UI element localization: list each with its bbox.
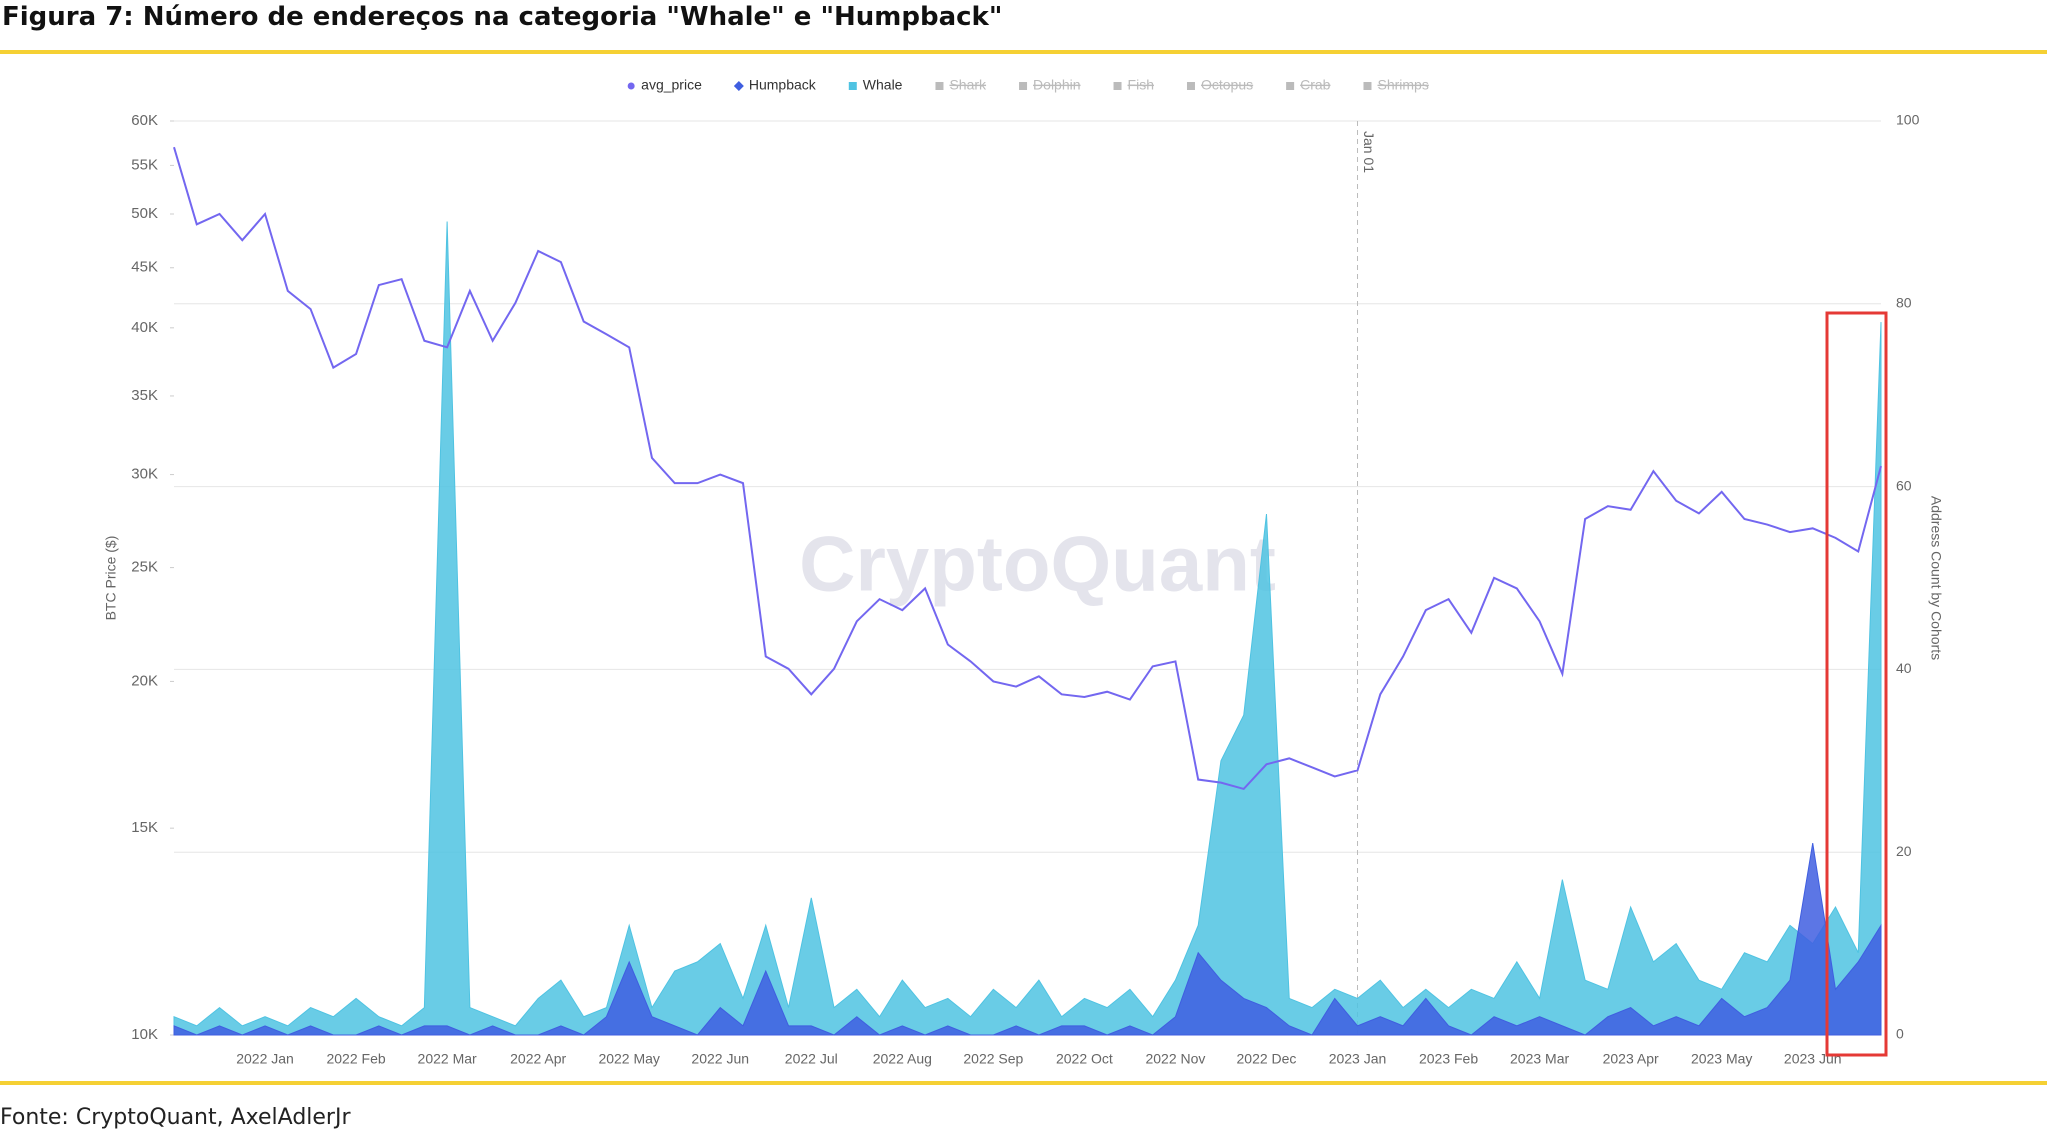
divider — [0, 1081, 2047, 1085]
y-tick-label: 60K — [131, 112, 158, 129]
legend-item[interactable]: avg_price — [627, 77, 702, 93]
figure-title: Figura 7: Número de endereços na categor… — [2, 2, 1003, 32]
legend-label: Fish — [1128, 77, 1154, 93]
legend-item[interactable]: Shrimps — [1363, 77, 1429, 93]
legend-marker — [1019, 82, 1028, 90]
x-tick-label: 2022 Apr — [510, 1051, 566, 1067]
y2-tick-label: 60 — [1896, 477, 1912, 493]
y-tick-label: 45K — [131, 259, 158, 276]
annotation-label: Jan 01 — [1361, 131, 1377, 173]
x-tick-label: 2022 Sep — [963, 1051, 1023, 1067]
legend-label: Crab — [1300, 77, 1331, 93]
y2-tick-label: 0 — [1896, 1026, 1904, 1042]
legend-label: avg_price — [641, 77, 702, 93]
legend: avg_price Humpback Whale Shark Dolphin Fish Oc… — [627, 77, 1429, 93]
x-tick-label: 2022 Aug — [873, 1051, 932, 1067]
x-tick-label: 2022 May — [598, 1051, 659, 1067]
y-tick-label: 20K — [131, 672, 158, 689]
legend-label: Shrimps — [1377, 77, 1428, 93]
highlight-box — [1825, 311, 1888, 1057]
y-tick-label: 30K — [131, 466, 158, 483]
x-tick-label: 2022 Oct — [1056, 1051, 1113, 1067]
y-tick-label: 15K — [131, 819, 158, 836]
y2-tick-label: 40 — [1896, 660, 1912, 676]
y2-axis-title: Address Count by Cohorts — [1928, 496, 1944, 660]
y-tick-label: 40K — [131, 319, 158, 336]
x-tick-label: 2023 May — [1691, 1051, 1752, 1067]
line — [173, 146, 1882, 791]
y-tick-label: 50K — [131, 205, 158, 222]
legend-marker — [1113, 82, 1122, 90]
y-tick-label: 55K — [131, 156, 158, 173]
legend-label: Shark — [949, 77, 987, 93]
legend-marker — [848, 82, 857, 90]
x-tick-label: 2022 Jul — [785, 1051, 838, 1067]
y-tick-label: 25K — [131, 559, 158, 576]
x-tick-label: 2023 Jan — [1329, 1051, 1387, 1067]
legend-item[interactable]: Shark — [935, 77, 987, 93]
legend-marker — [935, 82, 944, 90]
y-tick-label: 10K — [131, 1026, 158, 1043]
divider — [0, 50, 2047, 54]
legend-label: Whale — [863, 77, 903, 93]
legend-marker — [1363, 82, 1372, 90]
x-tick-label: 2022 Jan — [236, 1051, 294, 1067]
legend-item[interactable]: Dolphin — [1019, 77, 1081, 93]
x-tick-label: 2023 Apr — [1603, 1051, 1659, 1067]
x-tick-label: 2022 Mar — [418, 1051, 477, 1067]
watermark: CryptoQuant — [799, 520, 1276, 608]
legend-label: Humpback — [749, 77, 817, 93]
x-tick-label: 2022 Feb — [326, 1051, 385, 1067]
legend-marker — [733, 81, 744, 91]
legend-marker — [1186, 82, 1195, 90]
area — [173, 221, 1882, 1036]
y2-tick-label: 100 — [1896, 112, 1920, 128]
legend-item[interactable]: Crab — [1286, 77, 1331, 93]
area — [173, 842, 1882, 1036]
legend-label: Octopus — [1201, 77, 1253, 93]
y2-tick-label: 80 — [1896, 295, 1912, 311]
x-tick-label: 2023 Jun — [1784, 1051, 1842, 1067]
legend-marker — [627, 82, 635, 90]
x-tick-label: 2023 Feb — [1419, 1051, 1478, 1067]
legend-marker — [1286, 82, 1295, 90]
legend-item[interactable]: Fish — [1113, 77, 1154, 93]
legend-item[interactable]: Whale — [848, 77, 903, 93]
x-tick-label: 2022 Nov — [1145, 1051, 1205, 1067]
legend-item[interactable]: Humpback — [733, 77, 817, 93]
x-tick-label: 2022 Jun — [691, 1051, 749, 1067]
x-tick-label: 2022 Dec — [1237, 1051, 1297, 1067]
legend-label: Dolphin — [1033, 77, 1080, 93]
y-tick-label: 35K — [131, 387, 158, 404]
source: Fonte: CryptoQuant, AxelAdlerJr — [0, 1105, 351, 1130]
legend-item[interactable]: Octopus — [1186, 77, 1253, 93]
y2-tick-label: 20 — [1896, 843, 1912, 859]
y-axis-title: BTC Price ($) — [103, 536, 119, 621]
x-tick-label: 2023 Mar — [1510, 1051, 1569, 1067]
